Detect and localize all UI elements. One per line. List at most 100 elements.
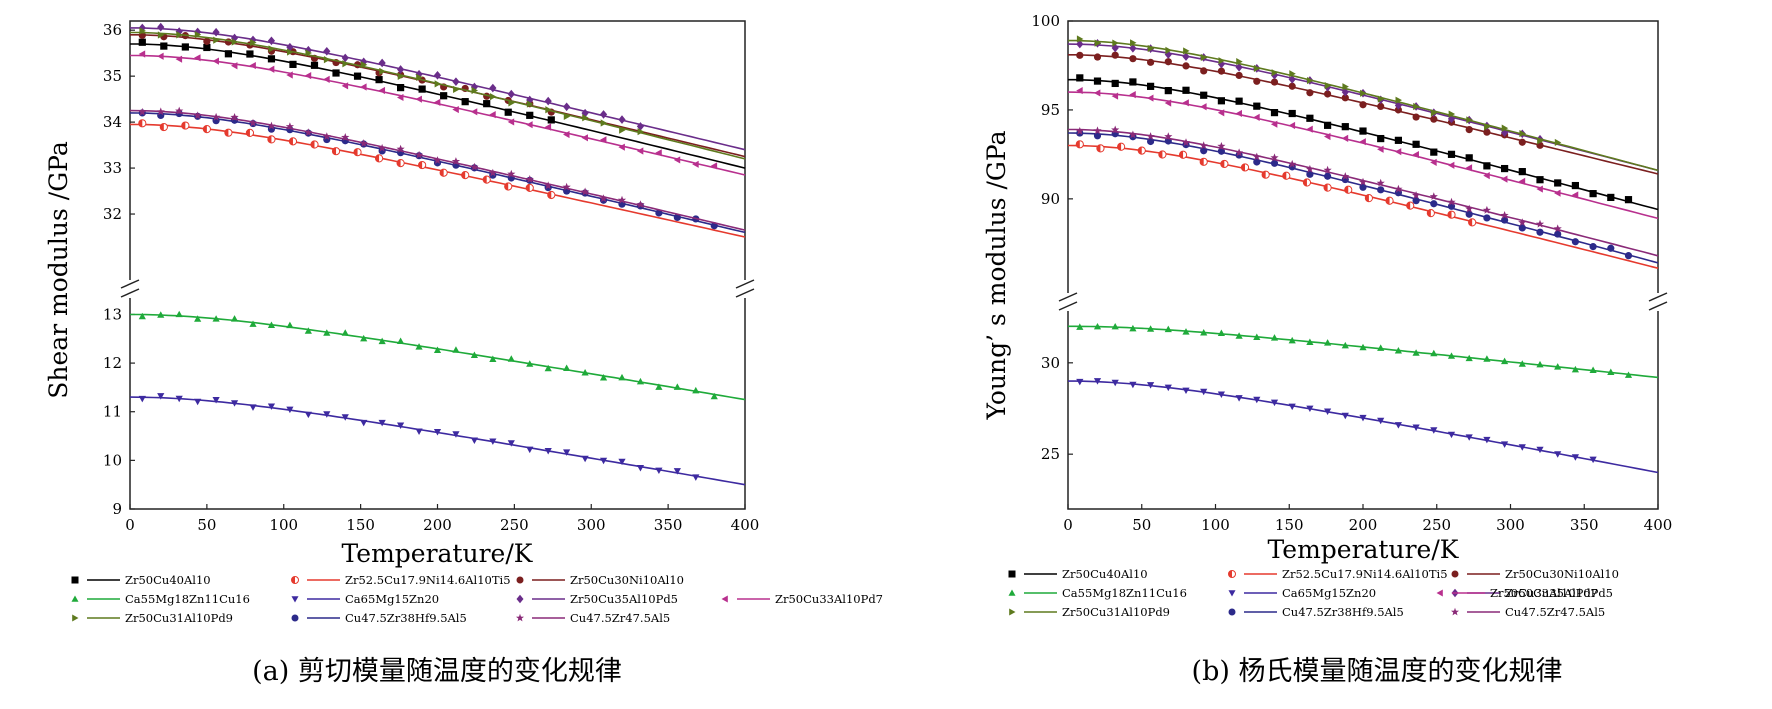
data-point <box>1288 82 1296 90</box>
data-point <box>1519 129 1526 138</box>
data-point <box>360 57 368 67</box>
data-point <box>203 43 211 52</box>
data-point <box>1183 47 1190 55</box>
data-point <box>1518 138 1526 146</box>
data-point <box>415 69 423 79</box>
data-point <box>1324 121 1332 129</box>
data-point <box>488 168 497 177</box>
data-point <box>341 329 349 336</box>
legend-marker <box>71 595 79 602</box>
data-point <box>1554 363 1562 370</box>
data-point <box>1146 132 1155 140</box>
data-point <box>1426 209 1435 218</box>
legend-label: Ca65Mg15Zn20 <box>345 592 439 606</box>
data-point <box>323 75 330 83</box>
data-point <box>175 395 183 403</box>
panel-b: 0 50 100 150 200 250 300 350 400 90 95 100 25 30 Temp… <box>982 12 1672 564</box>
data-point <box>1430 148 1438 156</box>
legend-item: Zr50Cu40Al10 <box>1008 567 1148 581</box>
data-point <box>246 50 254 58</box>
data-point <box>1235 332 1243 339</box>
data-point <box>433 70 442 80</box>
data-point <box>581 369 589 376</box>
data-point <box>581 108 589 118</box>
data-point <box>599 136 607 144</box>
data-point <box>304 45 312 55</box>
data-point <box>544 96 552 106</box>
axis-break-marks-b <box>1058 292 1669 311</box>
data-point <box>1093 89 1101 97</box>
data-point <box>1324 132 1331 141</box>
data-point <box>692 474 700 481</box>
legend-label: Zr50Cu31Al10Pd9 <box>1062 605 1170 619</box>
data-point <box>286 71 293 79</box>
data-point <box>1430 158 1437 166</box>
data-point <box>1270 399 1279 407</box>
data-point <box>194 31 202 39</box>
data-point <box>562 182 571 191</box>
data-point <box>193 111 202 120</box>
data-point <box>1307 76 1314 85</box>
data-point <box>1395 96 1402 104</box>
data-point <box>563 112 571 121</box>
data-point <box>1200 91 1208 99</box>
fit-line <box>130 313 746 401</box>
data-point <box>1147 58 1155 66</box>
legend-marker <box>1228 608 1236 616</box>
data-point <box>1323 183 1332 192</box>
data-point <box>507 169 516 178</box>
data-point <box>545 106 552 114</box>
data-point <box>1324 172 1332 180</box>
data-point <box>1589 366 1597 374</box>
data-point <box>397 422 405 430</box>
data-point <box>1075 126 1084 135</box>
data-point <box>581 455 589 463</box>
data-point <box>212 57 219 65</box>
data-point <box>1501 164 1509 173</box>
data-point <box>310 140 319 149</box>
data-point <box>1324 339 1332 346</box>
data-point <box>1447 431 1456 439</box>
data-point <box>1359 101 1367 109</box>
data-point <box>1305 164 1314 173</box>
data-point <box>1412 191 1421 199</box>
data-point <box>433 346 442 353</box>
data-point <box>1165 46 1172 54</box>
data-point <box>1093 126 1102 135</box>
y-axis-label-a: Shear modulus /GPa <box>44 141 73 399</box>
data-point <box>581 187 590 196</box>
data-point <box>267 121 276 130</box>
data-point <box>160 42 168 50</box>
data-point <box>547 116 555 124</box>
fit-line <box>1068 325 1659 379</box>
data-point <box>1482 205 1491 214</box>
data-point <box>1076 378 1084 386</box>
data-point <box>1500 211 1509 219</box>
data-point <box>212 315 220 322</box>
data-point <box>396 144 405 153</box>
data-point <box>692 160 699 168</box>
data-point <box>139 27 146 35</box>
legend-label: Cu47.5Zr47.5Al5 <box>570 611 670 625</box>
fit-line <box>1067 91 1659 220</box>
data-point <box>181 121 190 130</box>
fit-line <box>1067 144 1659 269</box>
data-point <box>1178 150 1188 159</box>
data-point <box>1501 441 1509 448</box>
data-point <box>1129 55 1137 63</box>
data-point <box>599 110 608 119</box>
data-point <box>504 108 512 116</box>
legend-item: Zr50Cu30Ni10Al10 <box>516 573 684 587</box>
data-point <box>1288 109 1296 118</box>
data-point <box>1306 405 1314 413</box>
data-point <box>1413 102 1420 111</box>
data-point <box>599 194 608 203</box>
data-point <box>1199 141 1208 150</box>
legend-marker <box>516 613 524 622</box>
data-point <box>138 395 146 403</box>
data-point <box>1360 89 1367 97</box>
data-point <box>1412 197 1420 205</box>
legend-item: Zr52.5Cu17.9Ni14.6Al10Ti5 <box>291 573 511 587</box>
data-point <box>1158 150 1167 159</box>
data-point <box>1324 408 1332 415</box>
